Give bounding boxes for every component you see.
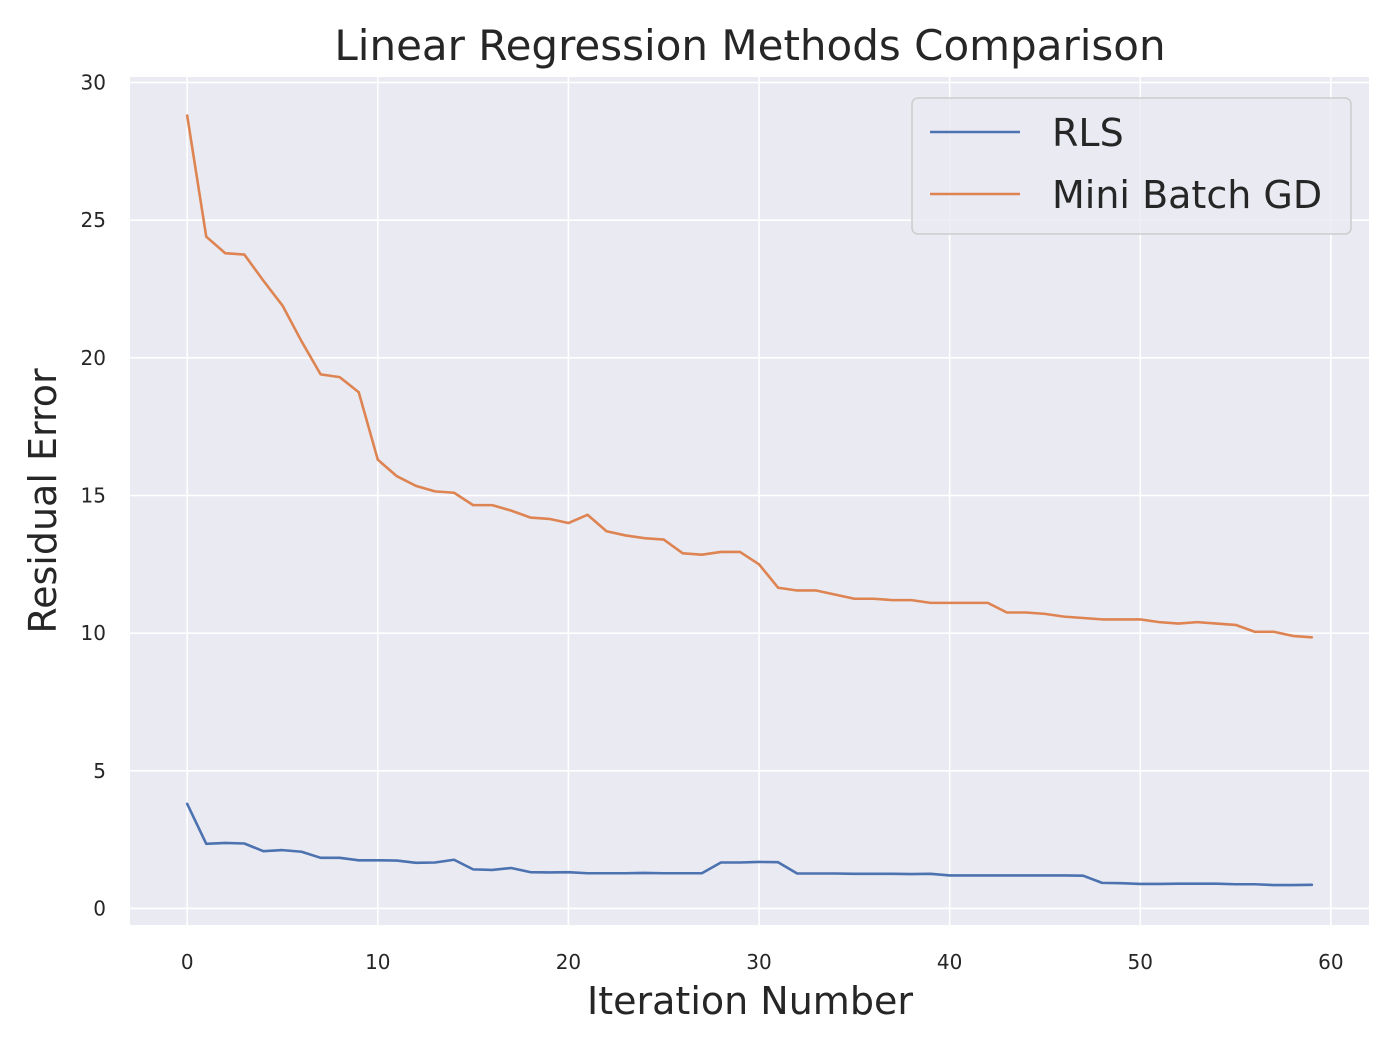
x-tick-label: 50: [1128, 950, 1153, 974]
legend-label-mini-batch-gd: Mini Batch GD: [1052, 173, 1322, 217]
chart-title: Linear Regression Methods Comparison: [334, 21, 1165, 70]
y-tick-label: 15: [81, 483, 106, 507]
x-tick-labels: 0 10 20 30 40 50 60: [181, 950, 1344, 974]
legend: RLS Mini Batch GD: [911, 97, 1352, 235]
x-tick-label: 30: [746, 950, 771, 974]
series-line-mini-batch-gd: [185, 114, 1314, 639]
legend-label-rls: RLS: [1052, 111, 1124, 155]
legend-box: [911, 97, 1352, 235]
x-tick-label: 10: [365, 950, 390, 974]
y-axis-label: Residual Error: [21, 368, 65, 634]
y-tick-labels: 0 5 10 15 20 25 30: [81, 71, 106, 921]
x-tick-label: 20: [556, 950, 581, 974]
x-tick-label: 40: [937, 950, 962, 974]
x-tick-label: 60: [1318, 950, 1343, 974]
y-tick-label: 20: [81, 346, 106, 370]
x-axis-label: Iteration Number: [587, 979, 913, 1023]
x-tick-label: 0: [181, 950, 194, 974]
series-layer: [185, 114, 1314, 887]
y-tick-label: 25: [81, 208, 106, 232]
y-tick-label: 5: [93, 759, 106, 783]
y-tick-label: 10: [81, 621, 106, 645]
y-tick-label: 30: [81, 71, 106, 95]
y-tick-label: 0: [93, 896, 106, 920]
series-line-rls: [185, 802, 1314, 887]
grid-lines: [130, 77, 1369, 925]
